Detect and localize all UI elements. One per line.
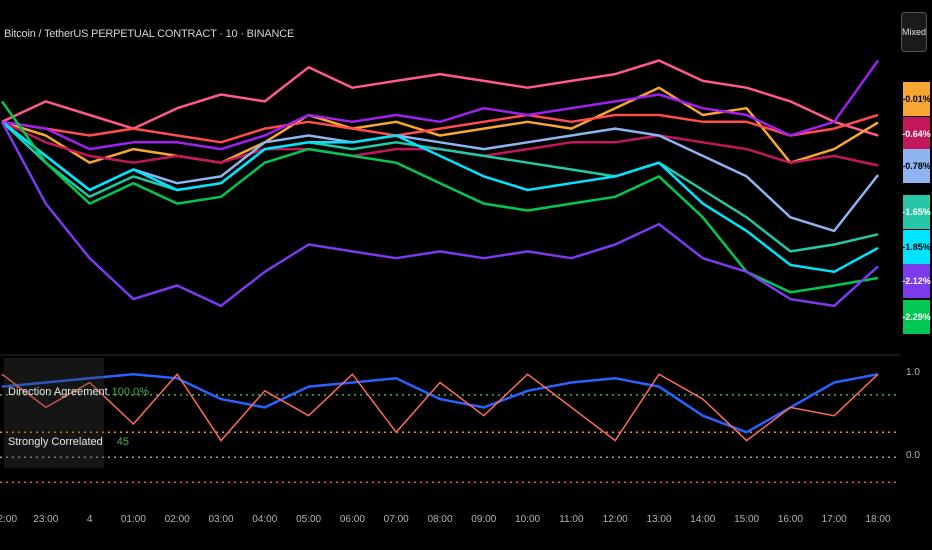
x-tick-label: 12:00 [602, 514, 628, 525]
x-tick-label: 13:00 [646, 514, 672, 525]
series-line-8 [0, 100, 879, 294]
last-value-tag: -2.29% [902, 300, 931, 334]
x-tick-label: 07:00 [383, 514, 409, 525]
last-value-tag: -0.78% [902, 149, 931, 183]
x-tick-label: 22:00 [0, 514, 18, 525]
strongly-correlated-row: Strongly Correlated 45 [8, 436, 129, 448]
x-tick-label: 23:00 [33, 514, 59, 525]
x-tick-label: 11:00 [559, 514, 584, 525]
series-line-4 [1, 59, 880, 151]
direction-agreement-value: 100.0% [111, 386, 149, 398]
x-tick-label: 03:00 [208, 514, 234, 525]
series-line-5 [1, 120, 879, 233]
series-line-9 [0, 121, 879, 308]
x-tick-label: 04:00 [252, 514, 278, 525]
last-value-tag: -0.01% [902, 82, 931, 116]
series-line-1 [1, 86, 879, 164]
x-tick-label: 18:00 [865, 514, 891, 525]
direction-agreement-row: Direction Agreement 100.0% [8, 386, 149, 398]
mode-button[interactable]: Mixed [901, 12, 927, 52]
series-line-6 [1, 120, 879, 253]
symbol-title: Bitcoin / TetherUS PERPETUAL CONTRACT · … [4, 28, 295, 40]
y-tick-label: 1.0 [906, 367, 920, 379]
x-tick-label: 4 [86, 514, 93, 525]
direction-agreement-label: Direction Agreement [8, 386, 108, 398]
x-tick-label: 01:00 [120, 514, 146, 525]
strongly-correlated-label: Strongly Correlated [8, 436, 103, 448]
x-tick-label: 09:00 [471, 514, 497, 525]
last-value-tag: -1.85% [902, 230, 931, 264]
series-line-7 [1, 120, 879, 274]
main-chart-series [0, 59, 880, 308]
last-value-tag: -1.65% [902, 195, 931, 229]
x-tick-label: 14:00 [690, 514, 716, 525]
x-tick-label: 10:00 [515, 514, 541, 525]
x-tick-label: 02:00 [164, 514, 190, 525]
strongly-correlated-value: 45 [116, 436, 130, 448]
x-tick-label: 17:00 [821, 514, 847, 525]
y-tick-label: 0.0 [906, 450, 920, 462]
last-value-tag: -2.12% [902, 264, 931, 298]
indicator-reference-lines [0, 394, 900, 483]
indicator-series [1, 372, 879, 442]
x-tick-label: 05:00 [296, 514, 322, 525]
series-line-3 [1, 113, 879, 144]
x-tick-label: 15:00 [734, 514, 760, 525]
x-tick-label: 06:00 [339, 514, 365, 525]
x-tick-label: 16:00 [777, 514, 803, 525]
indicator-table: Direction Agreement 100.0% Strongly Corre… [4, 358, 149, 468]
indicator-line-1 [1, 372, 879, 442]
series-line-0 [1, 59, 879, 137]
x-tick-label: 08:00 [427, 514, 453, 525]
last-value-tag: -0.64% [902, 117, 931, 151]
